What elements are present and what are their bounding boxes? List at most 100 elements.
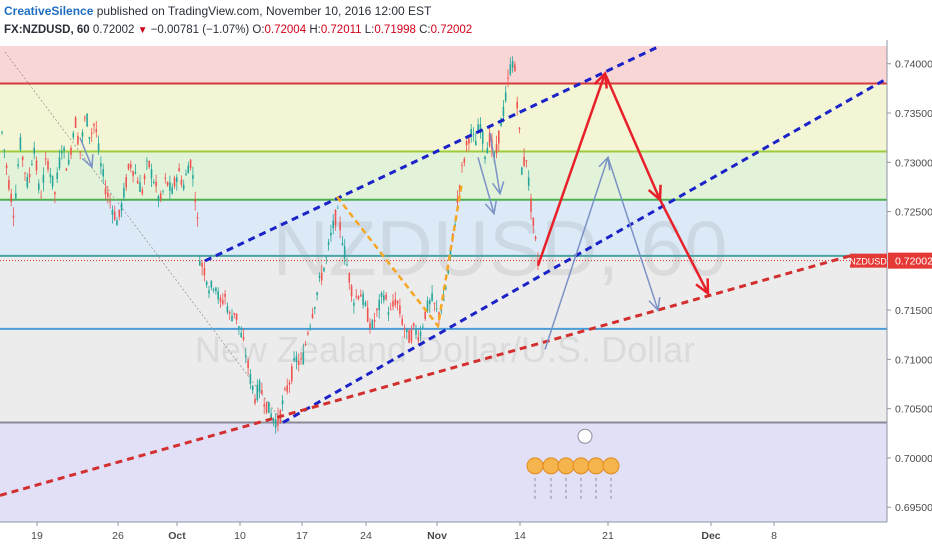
candle-body: [84, 117, 86, 119]
time-axis-bg: [0, 522, 932, 550]
candle-body: [348, 273, 351, 283]
candle-body: [233, 312, 236, 315]
candle-body: [72, 132, 75, 138]
candle-body: [498, 130, 500, 144]
candle-body: [56, 172, 58, 180]
candle-body: [79, 151, 81, 153]
candle-body: [93, 123, 95, 126]
candle-body: [327, 242, 330, 245]
candle-body: [383, 295, 385, 301]
candle-body: [199, 260, 201, 266]
watermark: NZDUSD, 60 New Zealand Dollar/U.S. Dolla…: [195, 204, 728, 370]
y-tick-label: 0.69500: [895, 502, 932, 514]
arrow-head-icon: [695, 278, 710, 296]
candle-body: [38, 183, 40, 190]
candle-body: [332, 220, 334, 229]
candle-body: [429, 300, 431, 305]
horizontal-levels: [0, 51, 887, 424]
projection-leg: [603, 73, 662, 201]
candle-body: [176, 177, 178, 182]
candle-body: [249, 374, 252, 384]
candle-body: [366, 307, 369, 322]
projection-leg: [658, 199, 710, 294]
candle-body: [521, 167, 523, 175]
candle-body: [318, 275, 321, 278]
candle-body: [187, 165, 190, 174]
candle-body: [1, 131, 3, 133]
publish-text: published on TradingView.com, November 1…: [96, 4, 432, 18]
candle-body: [475, 140, 477, 146]
candle-body: [537, 259, 539, 264]
candle-body: [35, 160, 38, 171]
candle-body: [47, 161, 49, 170]
economic-events: [526, 428, 620, 499]
candle-body: [502, 106, 505, 117]
candle-body: [484, 156, 486, 160]
candle-body: [415, 329, 417, 335]
price-tag-value: 0.72002: [895, 256, 932, 268]
candle-body: [447, 270, 449, 274]
candle-body: [302, 352, 305, 365]
high-value: 0.72011: [320, 24, 362, 36]
candle-body: [307, 332, 309, 335]
candle-body: [67, 159, 70, 165]
y-tick-label: 0.70000: [895, 453, 932, 465]
candle-body: [100, 163, 102, 167]
ohlc-legend: FX:NZDUSD, 60 0.72002 ▼ −0.00781 (−1.07%…: [4, 24, 472, 36]
candle-body: [389, 308, 392, 310]
y-tick-label: 0.73500: [895, 108, 932, 120]
candle-body: [334, 209, 337, 226]
candle-body: [180, 179, 183, 185]
event-flag-icon: [602, 457, 620, 475]
candle-body: [297, 360, 300, 365]
candle-body: [192, 175, 194, 179]
candle-body: [488, 132, 491, 146]
candle-body: [341, 243, 344, 245]
candle-body: [63, 147, 65, 151]
candle-body: [178, 168, 180, 172]
candle-body: [291, 366, 293, 382]
event-flag-icon: [572, 457, 590, 475]
candle-body: [412, 323, 415, 327]
candles: [1, 56, 539, 434]
candle-body: [277, 415, 279, 426]
candle-body: [295, 356, 298, 363]
candle-body: [74, 117, 77, 128]
candle-body: [293, 357, 295, 361]
watermark-name: New Zealand Dollar/U.S. Dollar: [195, 329, 695, 370]
price-axis-bg: [887, 0, 932, 550]
channel-lower-line: [282, 77, 888, 424]
candle-body: [516, 101, 518, 109]
candle-body: [247, 360, 249, 368]
candle-body: [146, 160, 148, 162]
candle-body: [3, 149, 6, 151]
candle-body: [530, 198, 532, 212]
candle-body: [422, 326, 424, 328]
candle-body: [486, 148, 489, 154]
candle-body: [435, 308, 438, 310]
x-tick-label: 21: [602, 530, 614, 542]
candle-body: [304, 344, 307, 345]
small-arrow: [79, 137, 93, 168]
author-link[interactable]: CreativeSilence: [4, 4, 94, 18]
candle-body: [127, 163, 130, 170]
candle-body: [130, 164, 132, 168]
candle-body: [511, 60, 514, 68]
candle-body: [311, 313, 314, 318]
candle-body: [449, 249, 452, 255]
candle-body: [456, 198, 459, 203]
candle-body: [116, 220, 118, 226]
candle-body: [143, 175, 146, 180]
y-tick-label: 0.71000: [895, 354, 932, 366]
candle-body: [509, 64, 512, 75]
candle-body: [51, 175, 54, 187]
candle-body: [406, 328, 408, 333]
zone-band: [0, 422, 887, 522]
event-flag-icon: [557, 457, 575, 475]
candle-body: [201, 262, 203, 268]
candle-body: [463, 158, 466, 163]
candle-body: [431, 292, 433, 301]
candle-body: [88, 137, 91, 139]
candle-body: [265, 402, 268, 413]
